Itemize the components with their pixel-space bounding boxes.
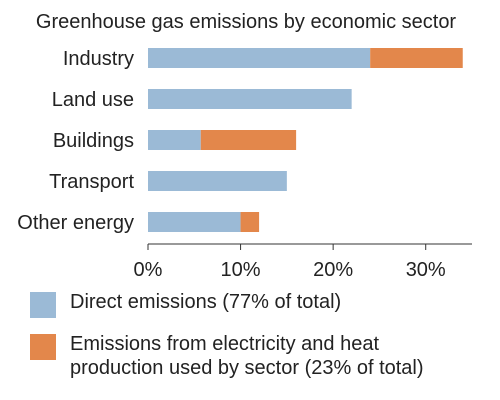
bar-electricity-heat xyxy=(200,130,297,150)
legend-swatch xyxy=(30,292,56,318)
x-tick-label: 30% xyxy=(406,259,446,281)
legend-label: Direct emissions (77% of total) xyxy=(70,291,342,313)
bar-direct xyxy=(148,48,371,68)
x-tick-label: 0% xyxy=(134,259,163,281)
legend: Direct emissions (77% of total) Emissions… xyxy=(30,290,490,394)
legend-item: Emissions from electricity and heat prod… xyxy=(30,332,490,380)
category-label: Industry xyxy=(63,48,134,70)
bar-electricity-heat xyxy=(240,212,260,232)
legend-label: Emissions from electricity and heat prod… xyxy=(70,333,424,379)
plot-area: Industry Land use Buildings Transport Other … xyxy=(17,48,472,281)
category-label: Buildings xyxy=(53,130,134,152)
bar-electricity-heat xyxy=(370,48,463,68)
bar-direct xyxy=(148,171,287,191)
chart-title: Greenhouse gas emissions by economic sec… xyxy=(36,11,457,33)
category-label: Other energy xyxy=(17,212,134,234)
category-label: Transport xyxy=(49,171,134,193)
x-tick-label: 10% xyxy=(221,259,261,281)
legend-swatch xyxy=(30,334,56,360)
category-label: Land use xyxy=(52,89,134,111)
bar-direct xyxy=(148,212,241,232)
legend-item: Direct emissions (77% of total) xyxy=(30,290,490,318)
bar-direct xyxy=(148,89,352,109)
x-tick-label: 20% xyxy=(313,259,353,281)
bar-direct xyxy=(148,130,201,150)
